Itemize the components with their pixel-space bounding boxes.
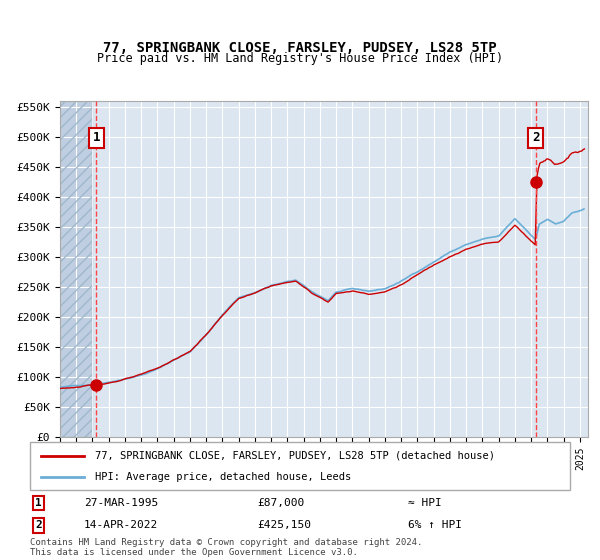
Text: Price paid vs. HM Land Registry's House Price Index (HPI): Price paid vs. HM Land Registry's House … — [97, 52, 503, 66]
Text: HPI: Average price, detached house, Leeds: HPI: Average price, detached house, Leed… — [95, 472, 351, 482]
Text: 14-APR-2022: 14-APR-2022 — [84, 520, 158, 530]
77, SPRINGBANK CLOSE, FARSLEY, PUDSEY, LS28 5TP (detached house) — [532, 241, 539, 248]
77, SPRINGBANK CLOSE, FARSLEY, PUDSEY, LS28 5TP (detached house) — [298, 282, 305, 288]
HPI: Average price, detached house, Leeds: (2.01e+03, 2.55e+05): Average price, detached house, Leeds: (2… — [298, 281, 305, 287]
HPI: Average price, detached house, Leeds: (2e+03, 1.38e+05): Average price, detached house, Leeds: (2… — [182, 351, 190, 357]
Text: 2: 2 — [532, 131, 539, 144]
HPI: Average price, detached house, Leeds: (2.01e+03, 2.38e+05): Average price, detached house, Leeds: (2… — [312, 291, 319, 297]
77, SPRINGBANK CLOSE, FARSLEY, PUDSEY, LS28 5TP (detached house) — [581, 146, 588, 152]
Bar — [60, 101, 92, 437]
77, SPRINGBANK CLOSE, FARSLEY, PUDSEY, LS28 5TP (detached house) — [182, 350, 190, 357]
Text: 77, SPRINGBANK CLOSE, FARSLEY, PUDSEY, LS28 5TP: 77, SPRINGBANK CLOSE, FARSLEY, PUDSEY, L… — [103, 41, 497, 55]
Text: £87,000: £87,000 — [257, 498, 304, 508]
Text: ≈ HPI: ≈ HPI — [408, 498, 442, 508]
Text: £425,150: £425,150 — [257, 520, 311, 530]
77, SPRINGBANK CLOSE, FARSLEY, PUDSEY, LS28 5TP (detached house) — [56, 385, 64, 392]
FancyBboxPatch shape — [30, 442, 570, 490]
Text: 1: 1 — [92, 131, 100, 144]
77, SPRINGBANK CLOSE, FARSLEY, PUDSEY, LS28 5TP (detached house) — [526, 236, 533, 243]
HPI: Average price, detached house, Leeds: (2.01e+03, 2.41e+05): Average price, detached house, Leeds: (2… — [310, 289, 317, 296]
Text: Contains HM Land Registry data © Crown copyright and database right 2024.
This d: Contains HM Land Registry data © Crown c… — [30, 538, 422, 557]
HPI: Average price, detached house, Leeds: (2.02e+03, 3.38e+05): Average price, detached house, Leeds: (2… — [526, 231, 533, 237]
HPI: Average price, detached house, Leeds: (1.99e+03, 8.24e+04): Average price, detached house, Leeds: (1… — [56, 384, 64, 391]
Text: 27-MAR-1995: 27-MAR-1995 — [84, 498, 158, 508]
Text: 77, SPRINGBANK CLOSE, FARSLEY, PUDSEY, LS28 5TP (detached house): 77, SPRINGBANK CLOSE, FARSLEY, PUDSEY, L… — [95, 451, 495, 461]
HPI: Average price, detached house, Leeds: (2.03e+03, 3.8e+05): Average price, detached house, Leeds: (2… — [580, 206, 587, 212]
Line: 77, SPRINGBANK CLOSE, FARSLEY, PUDSEY, LS28 5TP (detached house): 77, SPRINGBANK CLOSE, FARSLEY, PUDSEY, L… — [60, 149, 584, 389]
77, SPRINGBANK CLOSE, FARSLEY, PUDSEY, LS28 5TP (detached house) — [310, 291, 317, 297]
Text: 2: 2 — [35, 520, 42, 530]
HPI: Average price, detached house, Leeds: (2.02e+03, 3.3e+05): Average price, detached house, Leeds: (2… — [532, 236, 539, 242]
77, SPRINGBANK CLOSE, FARSLEY, PUDSEY, LS28 5TP (detached house) — [312, 292, 319, 298]
Text: 6% ↑ HPI: 6% ↑ HPI — [408, 520, 462, 530]
Bar — [60, 101, 92, 437]
Text: 1: 1 — [35, 498, 42, 508]
Line: HPI: Average price, detached house, Leeds: HPI: Average price, detached house, Leed… — [60, 209, 584, 388]
